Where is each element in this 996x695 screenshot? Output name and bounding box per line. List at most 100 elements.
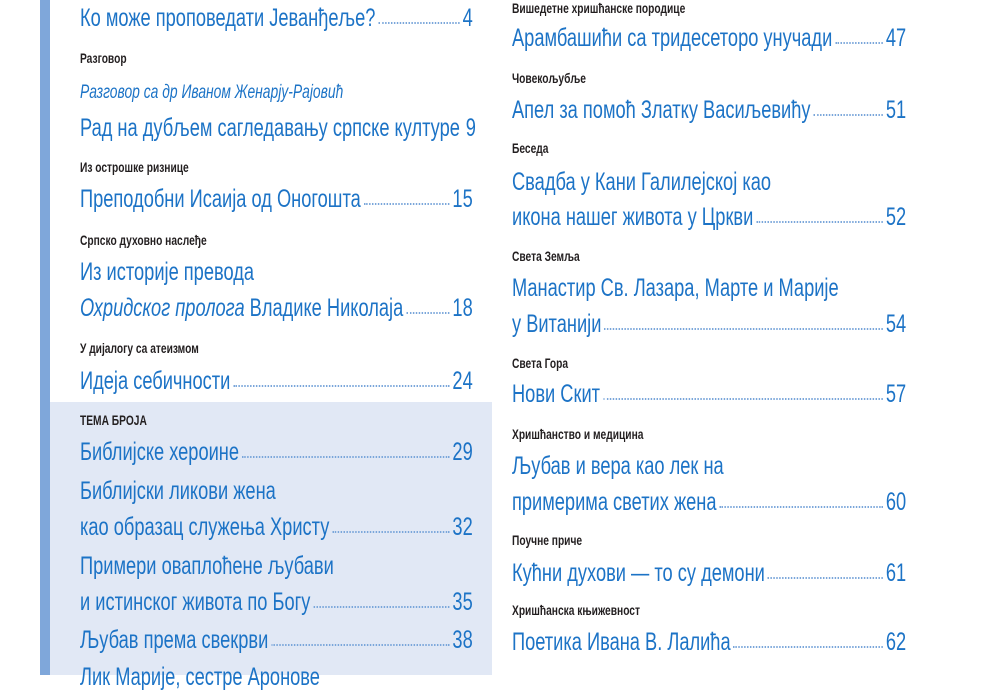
title-text: Кућни духови — то су демони (512, 559, 765, 587)
section-heading: Разговор (80, 48, 473, 68)
toc-entry-line[interactable]: у Витанији 54 (512, 306, 906, 342)
title-text: као образац служења Христу (80, 513, 330, 541)
toc-entry-line[interactable]: примерима светих жена 60 (512, 484, 906, 520)
dot-leader (719, 506, 883, 508)
section-heading: Човекољубље (512, 68, 906, 88)
toc-entry-line[interactable]: Арамбашићи са тридесеторо унучади 47 (512, 20, 906, 56)
section-text: Поучне приче (512, 532, 583, 548)
toc-entry-line[interactable]: Свадба у Кани Галилејској као (512, 164, 906, 200)
section-text: Света Земља (512, 248, 580, 264)
section-text: Хришћанска књижевност (512, 602, 640, 618)
toc-entry-line[interactable]: Кућни духови — то су демони 61 (512, 555, 906, 591)
title-text: Љубав и вера као лек на (512, 452, 724, 480)
toc-entry-line[interactable]: Рад на дубљем сагледавању српске културе… (80, 110, 476, 146)
theme-panel (50, 402, 492, 675)
dot-leader (241, 456, 450, 458)
dot-leader (233, 385, 450, 387)
toc-entry-line[interactable]: Библијске хероине 29 (80, 434, 473, 470)
page-number: 35 (452, 588, 473, 616)
dot-leader (363, 203, 450, 205)
page-number: 52 (885, 203, 907, 231)
toc-entry-line[interactable]: Лик Марије, сестре Аронове (80, 659, 473, 695)
section-heading: ТЕМА БРОЈА (80, 410, 473, 430)
toc-entry-line[interactable]: Љубав и вера као лек на (512, 448, 906, 484)
dot-leader (813, 114, 883, 116)
toc-entry-line[interactable]: Љубав према свекрви 38 (80, 622, 473, 658)
section-text: У дијалогу са атеизмом (80, 340, 199, 356)
title-text: Рад на дубљем сагледавању српске културе (80, 114, 460, 142)
title-text: Арамбашићи са тридесеторо унучади (512, 24, 833, 52)
section-text: Света Гора (512, 355, 569, 371)
toc-entry-line[interactable]: и истинског живота по Богу 35 (80, 584, 473, 620)
toc-left-column: Ко може проповедати Јеванђеље? 4 Разговор Р… (80, 0, 476, 691)
toc-entry-line[interactable]: Охридског пролога Владике Николаја 18 (80, 290, 473, 326)
page-number: 47 (885, 24, 907, 52)
title-text: у Витанији (512, 310, 602, 338)
title-text: и истинског живота по Богу (80, 588, 311, 616)
title-text: икона нашег живота у Цркви (512, 203, 754, 231)
section-text: Српско духовно наслеђе (80, 232, 207, 248)
toc-entry-line[interactable]: Манастир Св. Лазара, Марте и Марије (512, 270, 906, 306)
toc-entry-line[interactable]: Поетика Ивана В. Лалића 62 (512, 624, 906, 660)
title-text: Владике Николаја (244, 294, 404, 322)
page-number: 51 (885, 96, 907, 124)
section-heading: Поучне приче (512, 530, 906, 550)
title-text: Поетика Ивана В. Лалића (512, 628, 731, 656)
page-number: 54 (885, 310, 907, 338)
title-text: Нови Скит (512, 380, 601, 408)
dot-leader (313, 606, 450, 608)
subtitle-text: Разговор са др Иваном Женарју-Рајовић (80, 82, 344, 103)
title-text: примерима светих жена (512, 488, 717, 516)
section-heading: Из острошке ризнице (80, 157, 473, 177)
section-text: Вишедетне хришћанске породице (512, 0, 686, 16)
dot-leader (406, 312, 450, 314)
toc-right-column: Вишедетне хришћанске породице Арамбашићи … (512, 0, 906, 675)
title-text: Љубав према свекрви (80, 626, 269, 654)
toc-entry-line[interactable]: Преподобни Исаија од Оногошта 15 (80, 181, 473, 217)
page-number: 60 (885, 488, 907, 516)
toc-entry-line[interactable]: Нови Скит 57 (512, 376, 906, 412)
section-text: ТЕМА БРОЈА (80, 412, 147, 428)
toc-entry-line[interactable]: Из историје превода (80, 254, 473, 290)
page-number: 61 (885, 559, 907, 587)
dot-leader (332, 531, 450, 533)
title-text: Библијски ликови жена (80, 477, 276, 505)
dot-leader (604, 328, 883, 330)
title-text: Преподобни Исаија од Оногошта (80, 185, 361, 213)
dot-leader (756, 221, 883, 223)
section-text: Беседа (512, 140, 549, 156)
accent-bar (40, 0, 50, 675)
toc-entry-line[interactable]: Ко може проповедати Јеванђеље? 4 (80, 0, 473, 36)
section-text: Хришћанство и медицина (512, 426, 644, 442)
page-number: 4 (462, 4, 473, 32)
title-text: Библијске хероине (80, 438, 240, 466)
italic-title-part: Охридског пролога (80, 294, 245, 322)
section-heading: Хришћанска књижевност (512, 600, 906, 620)
toc-entry-line[interactable]: Библијски ликови жена (80, 473, 473, 509)
title-text: Ко може проповедати Јеванђеље? (80, 4, 376, 32)
section-heading: Света Земља (512, 246, 906, 266)
section-text: Разговор (80, 50, 127, 66)
toc-entry-line[interactable]: Примери оваплоћене љубави (80, 548, 473, 584)
dot-leader (378, 22, 460, 24)
toc-entry-line[interactable]: Апел за помоћ Златку Васиљевићу 51 (512, 92, 906, 128)
page-number: 15 (452, 185, 473, 213)
dot-leader (767, 577, 883, 579)
page-number: 62 (885, 628, 907, 656)
section-heading: Хришћанство и медицина (512, 424, 906, 444)
toc-entry-line[interactable]: икона нашег живота у Цркви 52 (512, 199, 906, 235)
page-number: 32 (452, 513, 473, 541)
page-number: 24 (452, 367, 473, 395)
toc-entry-line[interactable]: Идеја себичности 24 (80, 363, 473, 399)
title-text: Идеја себичности (80, 367, 231, 395)
title-text: Примери оваплоћене љубави (80, 552, 334, 580)
toc-entry-line[interactable]: као образац служења Христу 32 (80, 509, 473, 545)
section-text: Из острошке ризнице (80, 159, 189, 175)
page-number: 18 (452, 294, 473, 322)
title-text: Апел за помоћ Златку Васиљевићу (512, 96, 811, 124)
dot-leader (271, 644, 450, 646)
dot-leader (733, 646, 883, 648)
title-text: Свадба у Кани Галилејској као (512, 168, 772, 196)
page-number: 38 (452, 626, 473, 654)
section-heading: Света Гора (512, 353, 906, 373)
